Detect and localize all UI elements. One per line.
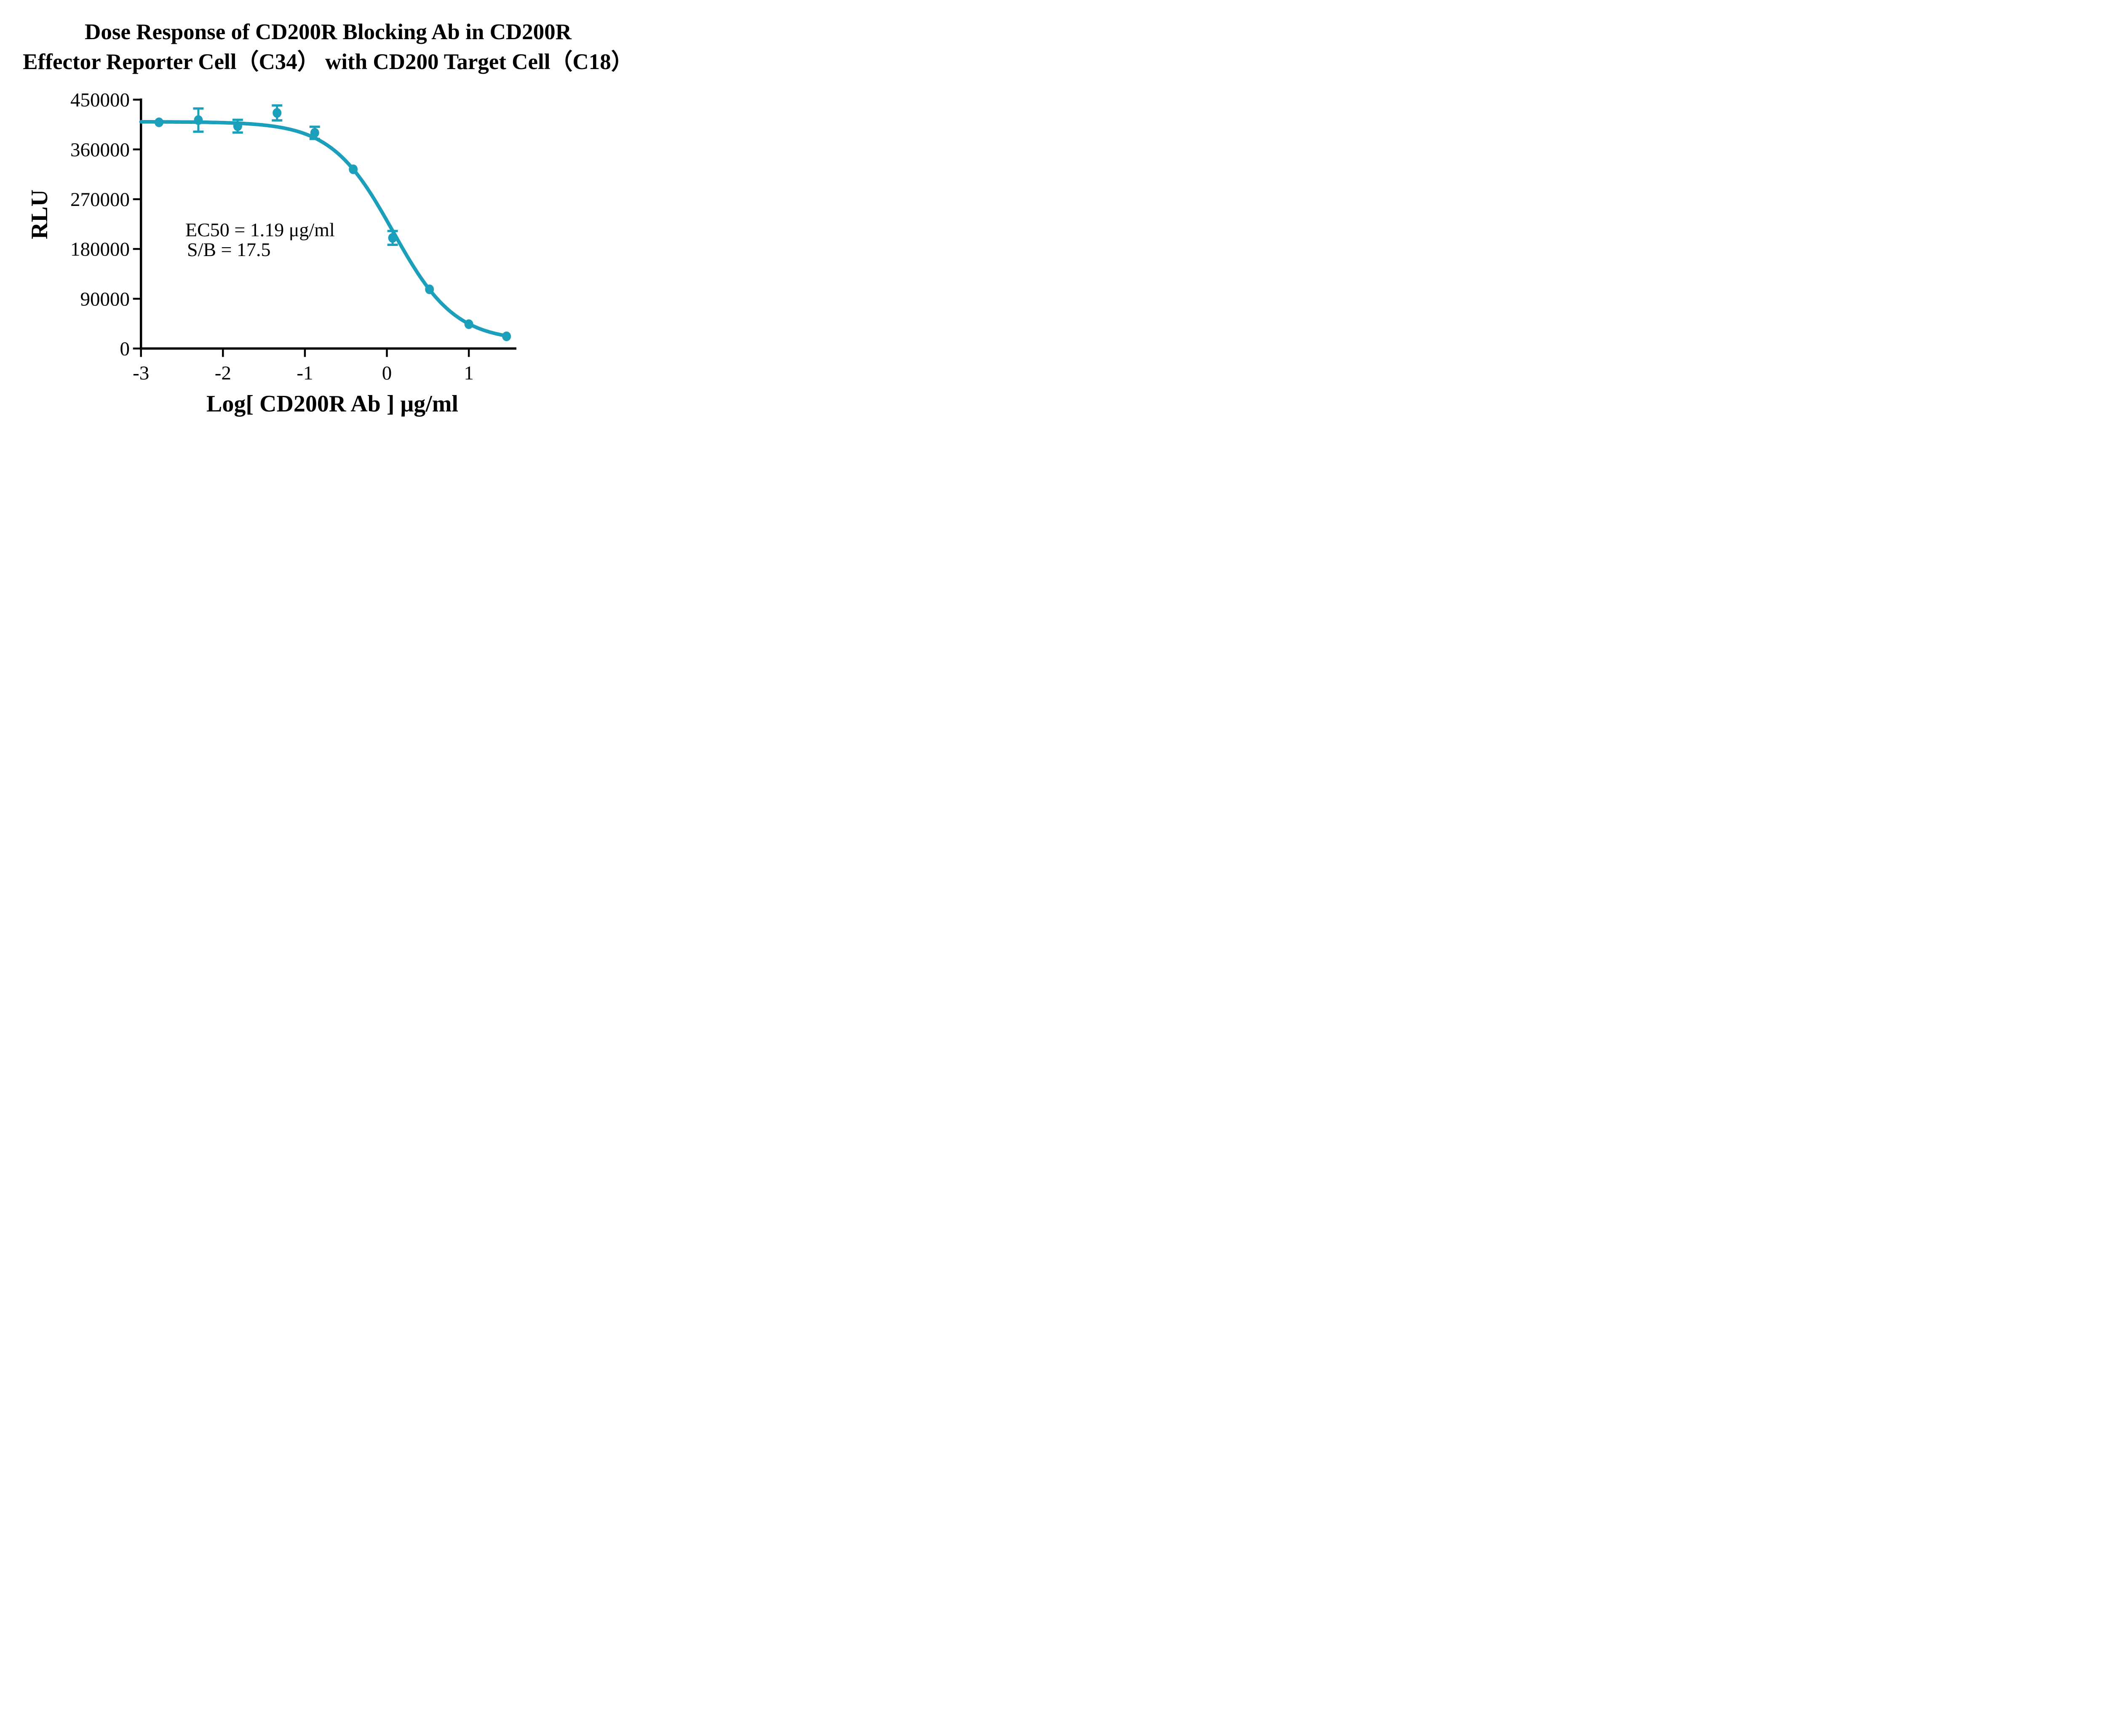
x-tick-label: -3 [133, 362, 149, 384]
data-point-marker [233, 121, 242, 131]
y-tick-label: 0 [120, 338, 130, 360]
plot-layer: 0 90000 180000 270000 360000 450000 -3 -2 -1 0 1 [70, 89, 516, 384]
y-tick-label: 270000 [70, 189, 130, 211]
data-point-marker [310, 128, 319, 138]
y-tick-label: 360000 [70, 139, 130, 161]
data-point-marker [194, 115, 203, 125]
y-axis-label: RLU [27, 190, 53, 239]
data-point-marker [388, 233, 397, 243]
data-point-marker [502, 331, 511, 342]
x-tick-label: -2 [215, 362, 231, 384]
data-point-marker [155, 117, 164, 127]
chart-title-line1: Dose Response of CD200R Blocking Ab in C… [85, 20, 572, 44]
x-axis-label: Log[ CD200R Ab ] μg/ml [206, 391, 458, 417]
data-point-marker [349, 164, 358, 174]
data-point-marker [464, 319, 473, 329]
x-tick-label: 1 [464, 362, 474, 384]
chart-title-line2: Effector Reporter Cell（C34） with CD200 T… [23, 49, 633, 74]
y-tick-label: 180000 [70, 238, 130, 260]
y-tick-label: 90000 [80, 288, 130, 310]
ec50-annotation: EC50 = 1.19 μg/ml [185, 219, 335, 240]
x-tick-label: 0 [382, 362, 392, 384]
dose-response-chart: Dose Response of CD200R Blocking Ab in C… [0, 0, 656, 434]
dose-response-plot: Dose Response of CD200R Blocking Ab in C… [23, 20, 633, 417]
y-tick-label: 450000 [70, 89, 130, 111]
data-point-marker [425, 284, 434, 294]
data-point-marker [273, 108, 282, 118]
sb-annotation: S/B = 17.5 [187, 239, 271, 260]
x-tick-label: -1 [297, 362, 313, 384]
